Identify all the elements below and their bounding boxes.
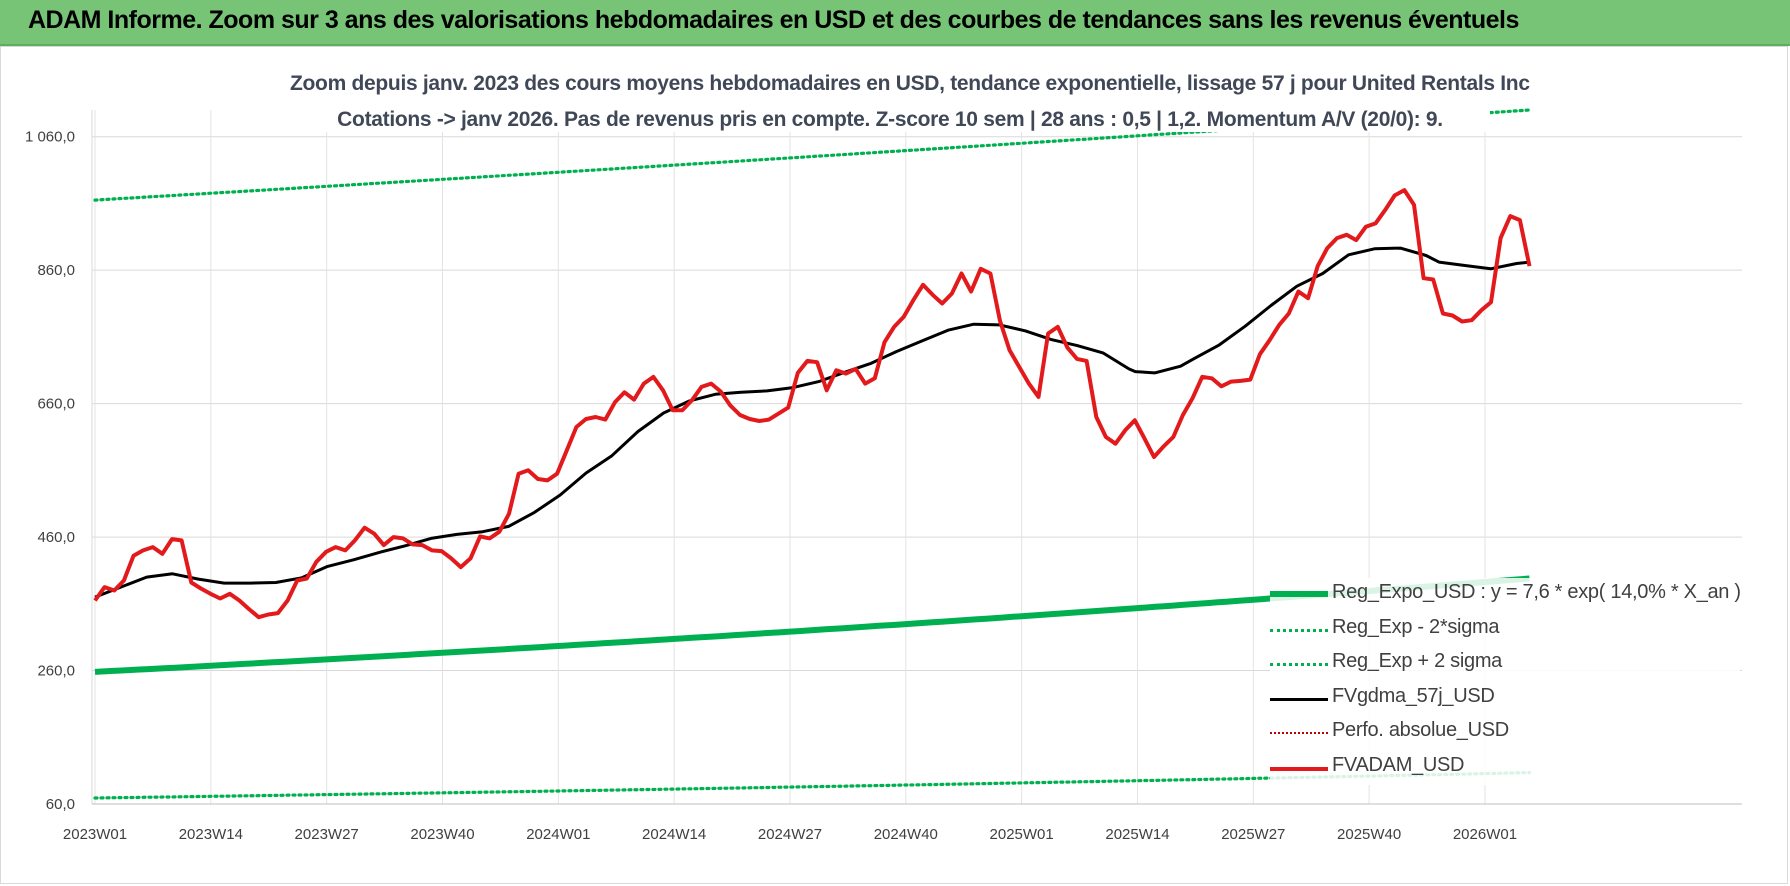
legend-swatch-fvgdma bbox=[1270, 697, 1328, 701]
x-tick-label: 2024W14 bbox=[642, 826, 706, 843]
x-tick-label: 2025W14 bbox=[1105, 826, 1169, 843]
gridlines bbox=[91, 110, 1742, 805]
x-tick-label: 2024W01 bbox=[526, 826, 590, 843]
x-tick-label: 2025W01 bbox=[990, 826, 1054, 843]
x-tick-label: 2023W01 bbox=[63, 826, 127, 843]
y-tick-label: 660,0 bbox=[37, 396, 75, 413]
x-tick-label: 2026W01 bbox=[1453, 826, 1517, 843]
legend-label: Perfo. absolue_USD bbox=[1332, 719, 1509, 741]
y-tick-label: 860,0 bbox=[37, 262, 75, 279]
x-tick-label: 2024W40 bbox=[874, 826, 938, 843]
report-header: ADAM Informe. Zoom sur 3 ans des valoris… bbox=[0, 0, 1790, 46]
fvgdma-57j-line bbox=[94, 246, 1530, 599]
legend-label: FVgdma_57j_USD bbox=[1332, 684, 1495, 707]
legend-swatch-perfo bbox=[1270, 732, 1328, 734]
legend-item-sigma-low: Reg_Exp - 2*sigma bbox=[1270, 613, 1740, 648]
y-tick-label: 260,0 bbox=[37, 663, 75, 680]
legend-swatch-sigma-low bbox=[1270, 628, 1328, 632]
report-title: ADAM Informe. Zoom sur 3 ans des valoris… bbox=[28, 6, 1519, 34]
x-tick-label: 2025W27 bbox=[1221, 826, 1285, 843]
x-tick-label: 2025W40 bbox=[1337, 826, 1401, 843]
legend-swatch-sigma-high bbox=[1270, 663, 1328, 666]
x-axis-labels: 2023W01 2023W14 2023W27 2023W40 2024W01 2024W… bbox=[63, 826, 1517, 843]
chart-title-line-2: Cotations -> janv 2026. Pas de revenus p… bbox=[290, 108, 1490, 132]
legend-label: Reg_Exp - 2*sigma bbox=[1332, 615, 1500, 638]
reg-exp-plus-2sigma-line bbox=[93, 108, 1532, 202]
legend-item-sigma-high: Reg_Exp + 2 sigma bbox=[1270, 647, 1740, 682]
y-tick-label: 60,0 bbox=[46, 796, 75, 813]
y-tick-label: 1 060,0 bbox=[25, 129, 75, 146]
legend-label: Reg_Expo_USD : y = 7,6 * exp( 14,0% * X_… bbox=[1332, 581, 1741, 603]
fvadam-usd-line bbox=[93, 188, 1532, 620]
legend-item-fvgdma: FVgdma_57j_USD bbox=[1270, 682, 1740, 717]
x-tick-label: 2024W27 bbox=[758, 826, 822, 843]
legend-label: Reg_Exp + 2 sigma bbox=[1332, 650, 1502, 672]
chart-frame bbox=[0, 46, 1788, 884]
x-tick-label: 2023W14 bbox=[179, 826, 243, 843]
legend-item-reg-expo: Reg_Expo_USD : y = 7,6 * exp( 14,0% * X_… bbox=[1270, 578, 1741, 613]
legend-swatch-fvadam bbox=[1270, 766, 1328, 771]
legend-item-perfo: Perfo. absolue_USD bbox=[1270, 716, 1740, 751]
y-axis-labels: 60,0 260,0 460,0 660,0 860,0 1 060,0 bbox=[25, 129, 75, 813]
legend: Reg_Expo_USD : y = 7,6 * exp( 14,0% * X_… bbox=[1270, 578, 1741, 786]
y-tick-label: 460,0 bbox=[37, 529, 75, 546]
chart-title-line-1: Zoom depuis janv. 2023 des cours moyens … bbox=[290, 72, 1530, 96]
x-tick-label: 2023W27 bbox=[295, 826, 359, 843]
legend-swatch-reg-expo bbox=[1270, 591, 1328, 597]
x-tick-label: 2023W40 bbox=[410, 826, 474, 843]
legend-item-fvadam: FVADAM_USD bbox=[1270, 751, 1740, 786]
legend-label: FVADAM_USD bbox=[1332, 753, 1465, 776]
